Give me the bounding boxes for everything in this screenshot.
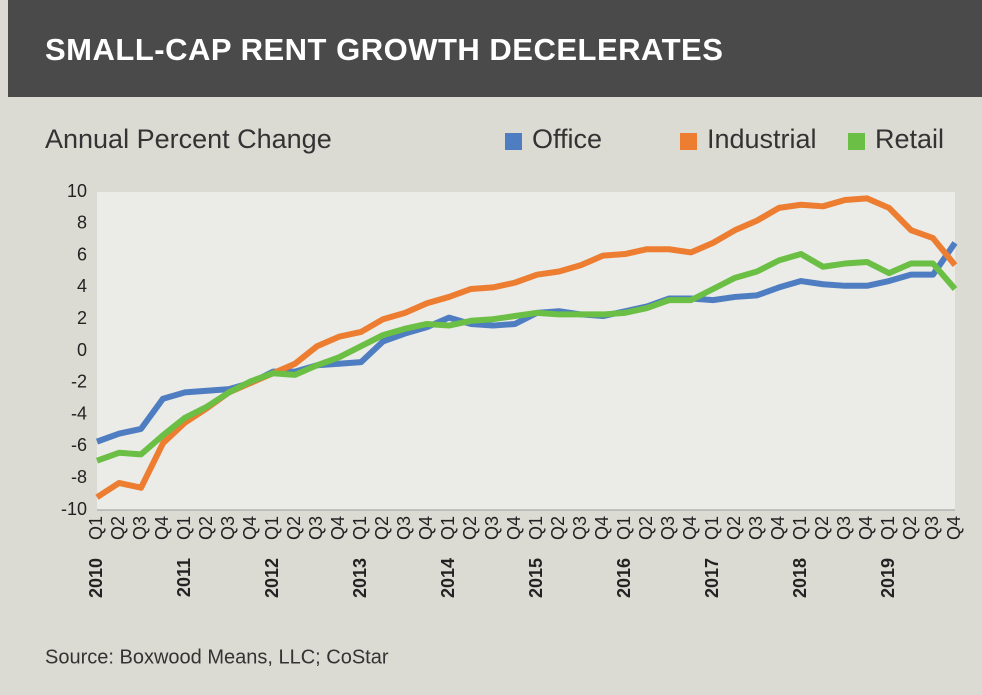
legend-swatch [680,133,697,150]
year-label: 2018 [790,558,810,598]
year-label: 2013 [350,558,370,598]
year-label: 2014 [438,558,458,598]
year-label: 2019 [878,558,898,598]
year-label: 2017 [702,558,722,598]
x-tick-label: Q3 [306,516,326,540]
year-label: 2015 [526,558,546,598]
x-tick-label: Q1 [350,516,370,540]
x-tick-label: Q3 [130,516,150,540]
x-tick-label: Q1 [526,516,546,540]
x-tick-label: Q1 [262,516,282,540]
x-tick-label: Q2 [812,516,832,540]
x-tick-label: Q1 [174,516,194,540]
x-tick-label: Q4 [592,516,612,540]
y-tick-label: -2 [71,372,87,392]
legend-label: Office [532,124,602,154]
y-tick-label: 8 [77,213,87,233]
y-tick-label: -8 [71,467,87,487]
year-label: 2012 [262,558,282,598]
x-tick-label: Q2 [196,516,216,540]
x-tick-label: Q2 [372,516,392,540]
x-tick-label: Q3 [218,516,238,540]
x-tick-label: Q3 [394,516,414,540]
year-label: 2010 [86,558,106,598]
x-tick-label: Q2 [724,516,744,540]
x-tick-label: Q2 [108,516,128,540]
y-tick-label: 2 [77,308,87,328]
plot-area [97,192,955,510]
y-tick-label: -6 [71,435,87,455]
source: Source: Boxwood Means, LLC; CoStar [45,646,389,668]
y-tick-label: 10 [67,181,87,201]
x-tick-label: Q3 [922,516,942,540]
y-tick-label: -4 [71,403,87,423]
y-tick-label: 4 [77,276,87,296]
subtitle: Annual Percent Change [45,124,332,154]
x-tick-label: Q3 [482,516,502,540]
x-tick-label: Q4 [416,516,436,540]
x-tick-label: Q3 [834,516,854,540]
x-tick-label: Q3 [746,516,766,540]
y-tick-label: 6 [77,244,87,264]
y-tick-label: 0 [77,340,87,360]
x-tick-label: Q3 [658,516,678,540]
x-tick-label: Q1 [86,516,106,540]
x-tick-label: Q1 [702,516,722,540]
legend-swatch [505,133,522,150]
x-tick-label: Q2 [900,516,920,540]
title-bar [8,0,982,97]
x-tick-label: Q4 [944,516,964,540]
legend-swatch [848,133,865,150]
x-tick-label: Q2 [460,516,480,540]
x-tick-label: Q1 [790,516,810,540]
x-tick-label: Q4 [240,516,260,540]
x-tick-label: Q4 [152,516,172,540]
series-line [95,251,958,464]
y-tick-label: -10 [61,499,87,519]
x-tick-label: Q2 [284,516,304,540]
x-tick-label: Q4 [328,516,348,540]
year-label: 2011 [174,558,194,597]
legend-label: Retail [875,124,944,154]
x-tick-label: Q4 [504,516,524,540]
x-tick-label: Q4 [856,516,876,540]
x-tick-label: Q2 [636,516,656,540]
x-tick-label: Q4 [768,516,788,540]
x-tick-label: Q1 [614,516,634,540]
x-tick-label: Q1 [438,516,458,540]
x-tick-label: Q3 [570,516,590,540]
chart-title: SMALL-CAP RENT GROWTH DECELERATES [45,32,723,67]
legend-label: Industrial [707,124,817,154]
x-tick-label: Q2 [548,516,568,540]
year-label: 2016 [614,558,634,598]
x-tick-label: Q1 [878,516,898,540]
x-tick-label: Q4 [680,516,700,540]
